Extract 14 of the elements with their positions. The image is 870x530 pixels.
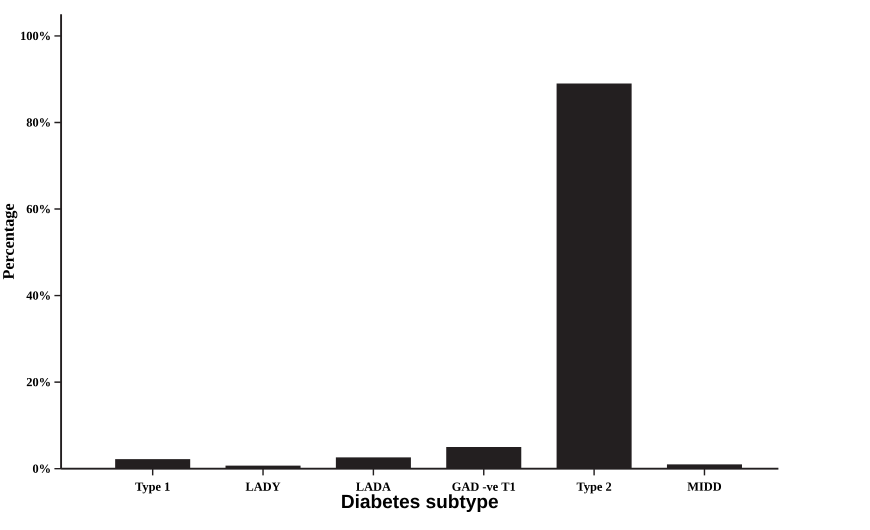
y-tick-label: 20% bbox=[26, 378, 50, 387]
x-tick-label: Type 2 bbox=[576, 482, 612, 494]
y-tick-label: 100% bbox=[21, 32, 50, 40]
x-tick-label: Type 1 bbox=[135, 482, 170, 494]
y-tick-label: 80% bbox=[26, 118, 50, 127]
x-tick-label: LADY bbox=[246, 482, 280, 491]
y-tick-label: 0% bbox=[32, 464, 50, 474]
x-tick-label: LADA bbox=[356, 482, 391, 491]
x-tick-label: MIDD bbox=[687, 482, 722, 491]
x-tick-label: GAD -ve T1 bbox=[452, 482, 516, 492]
y-tick-label: 60% bbox=[26, 205, 50, 214]
y-tick-label: 40% bbox=[26, 292, 50, 300]
y-axis-title: Percentage bbox=[3, 204, 18, 280]
x-axis-title: Diabetes subtype bbox=[342, 494, 498, 512]
